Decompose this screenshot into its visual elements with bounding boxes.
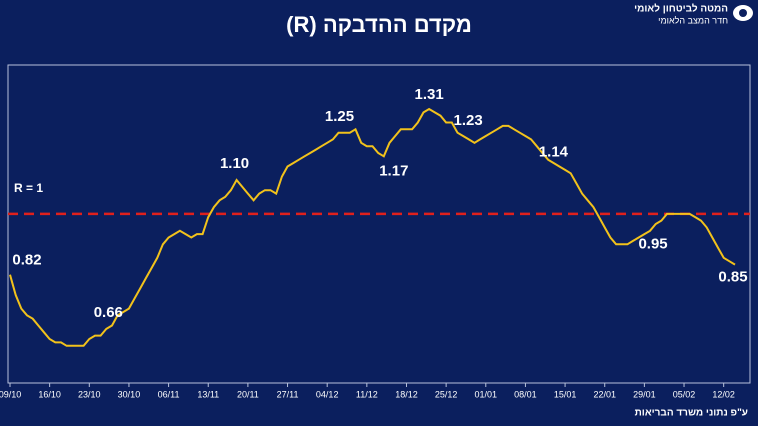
logo-line1: המטה לביטחון לאומי — [634, 3, 728, 15]
logo: המטה לביטחון לאומי חדר המצב הלאומי — [634, 3, 753, 25]
value-label: 0.95 — [638, 236, 667, 253]
value-label: 1.31 — [415, 86, 444, 103]
reference-label: R = 1 — [14, 181, 43, 195]
x-tick-label: 13/11 — [197, 389, 219, 399]
value-label: 1.14 — [539, 143, 569, 160]
x-tick-label: 04/12 — [316, 389, 339, 399]
x-tick-label: 15/01 — [554, 389, 577, 399]
value-label: 1.17 — [379, 162, 408, 179]
x-tick-label: 12/02 — [712, 389, 735, 399]
x-tick-label: 22/01 — [593, 389, 616, 399]
logo-line2: חדר המצב הלאומי — [658, 15, 728, 25]
x-tick-label: 20/11 — [237, 389, 259, 399]
x-tick-label: 23/10 — [78, 389, 101, 399]
x-tick-label: 29/01 — [633, 389, 656, 399]
source-note: ע"פ נתוני משרד הבריאות — [635, 408, 748, 419]
value-label: 1.10 — [220, 155, 249, 172]
x-tick-label: 30/10 — [118, 389, 141, 399]
x-tick-label: 25/12 — [435, 389, 458, 399]
line — [9, 107, 736, 347]
x-tick-label: 16/10 — [38, 389, 61, 399]
value-label: 0.85 — [718, 269, 747, 286]
x-tick-label: 11/12 — [356, 389, 378, 399]
x-tick-label: 27/11 — [277, 389, 299, 399]
chart-title: מקדם ההדבקה (R) — [286, 12, 472, 37]
logo-pupil — [739, 9, 747, 17]
x-tick-label: 08/01 — [514, 389, 537, 399]
value-label: 1.25 — [325, 108, 354, 125]
x-tick-label: 06/11 — [158, 389, 180, 399]
value-label: 0.82 — [12, 252, 41, 269]
value-label: 1.23 — [454, 112, 483, 129]
x-tick-label: 09/10 — [0, 389, 21, 399]
x-tick-label: 01/01 — [475, 389, 498, 399]
x-tick-label: 05/02 — [673, 389, 696, 399]
plot-frame — [7, 64, 751, 384]
value-label: 0.66 — [94, 304, 123, 321]
x-tick-label: 18/12 — [395, 389, 418, 399]
